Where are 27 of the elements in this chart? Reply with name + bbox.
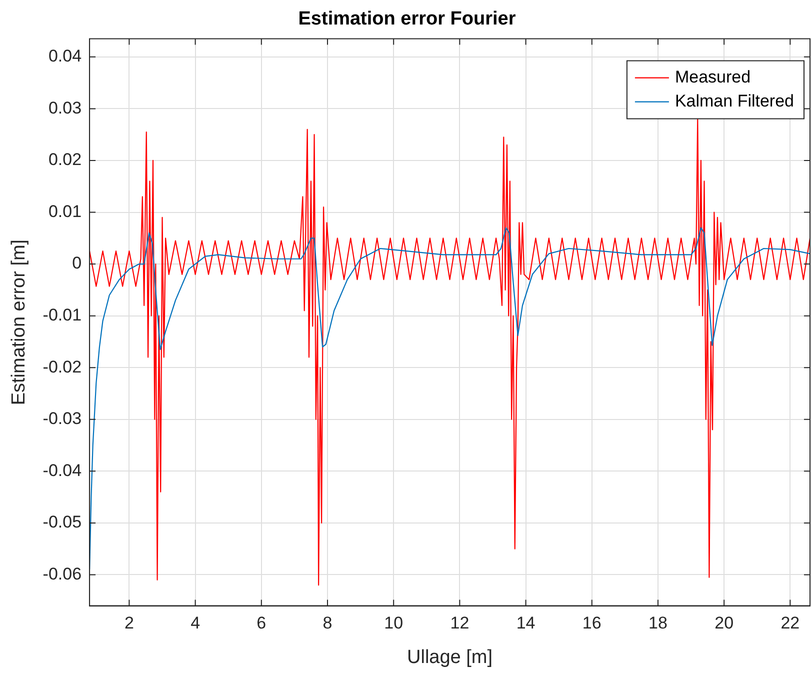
y-tick-label: -0.01 — [42, 306, 82, 325]
x-tick-label: 20 — [714, 614, 734, 633]
chart-title: Estimation error Fourier — [298, 8, 516, 30]
y-tick-label: 0.04 — [48, 46, 82, 66]
x-tick-label: 4 — [190, 614, 200, 633]
x-axis-title: Ullage [m] — [407, 646, 493, 668]
y-tick-label: 0 — [72, 254, 82, 273]
y-tick-label: -0.05 — [42, 512, 82, 532]
x-tick-label: 16 — [582, 614, 602, 633]
legend-label: Measured — [674, 67, 751, 86]
y-tick-label: 0.02 — [48, 150, 82, 170]
x-tick-label: 12 — [450, 614, 470, 633]
x-tick-label: 2 — [124, 614, 134, 633]
legend-label: Kalman Filtered — [674, 91, 794, 110]
y-tick-label: -0.06 — [42, 564, 82, 584]
y-tick-label: -0.02 — [42, 357, 82, 376]
x-tick-label: 8 — [322, 614, 332, 633]
y-tick-label: -0.03 — [42, 409, 82, 428]
x-tick-label: 10 — [384, 614, 404, 633]
y-axis-title: Estimation error [m] — [8, 239, 30, 406]
x-tick-label: 18 — [648, 614, 668, 633]
x-tick-label: 22 — [780, 614, 800, 633]
y-tick-label: 0.03 — [48, 98, 82, 118]
y-tick-label: 0.01 — [48, 202, 82, 221]
x-tick-label: 6 — [256, 614, 266, 633]
x-tick-label: 14 — [516, 614, 536, 633]
y-tick-label: -0.04 — [42, 460, 82, 480]
